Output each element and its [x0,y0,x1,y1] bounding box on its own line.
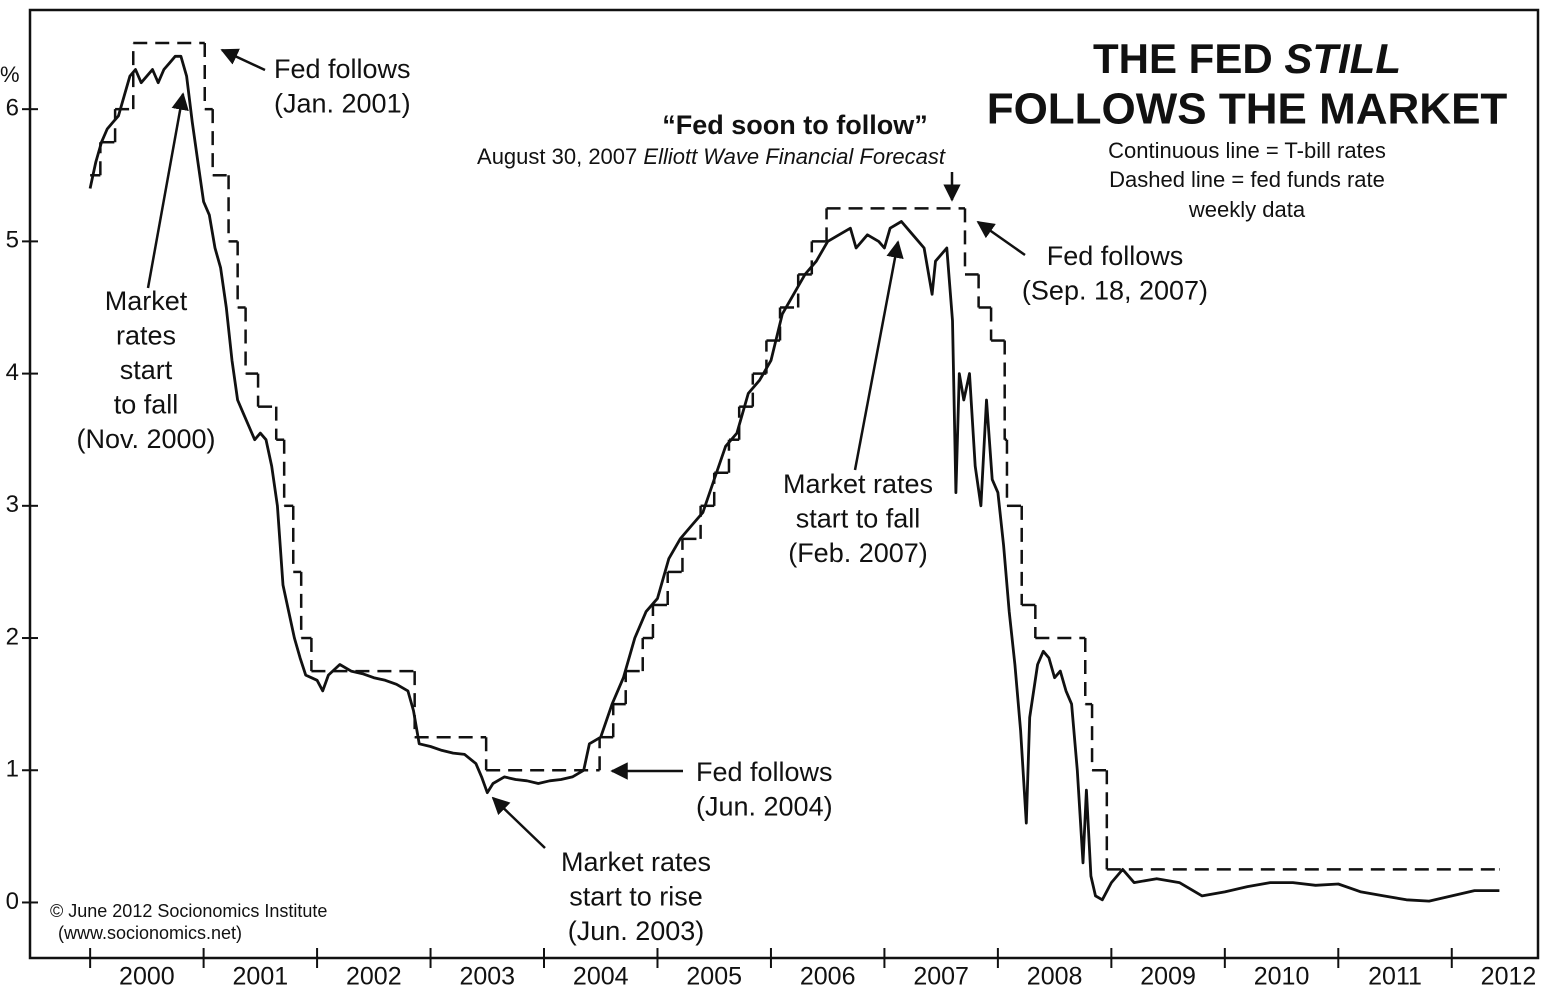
legend-note: weekly data [1188,197,1306,222]
chart-title: THE FED STILL [1093,35,1401,82]
y-tick-label: 0 [6,888,19,915]
x-tick-label: 2007 [913,963,969,990]
annotation: (Jun. 2003) [568,916,705,946]
x-tick-label: 2003 [459,963,515,990]
quote-date: August 30, 2007 [477,144,637,169]
annotation: (Nov. 2000) [76,424,215,454]
y-axis-label: % [0,62,20,87]
x-tick-label: 2012 [1481,963,1537,990]
annotation: Market [105,286,188,316]
annotation: Market rates [561,847,711,877]
annotation: Fed follows [1047,241,1184,271]
quote-headline: “Fed soon to follow” [662,110,927,140]
annotation: Market rates [783,469,933,499]
credit: (www.socionomics.net) [58,923,242,943]
title-part: THE FED [1093,35,1273,82]
quote-source: August 30, 2007 Elliott Wave Financial F… [477,144,946,169]
y-tick-label: 2 [6,623,19,650]
annotation: (Feb. 2007) [788,538,928,568]
annotation: to fall [114,390,179,420]
annotation: start [120,355,173,385]
annotation: rates [116,321,176,351]
x-tick-label: 2010 [1254,963,1310,990]
arrow [853,240,904,471]
plot-frame [28,8,1540,960]
x-tick-label: 2005 [686,963,742,990]
x-tick-label: 2009 [1140,963,1196,990]
annotation: (Jun. 2004) [696,792,833,822]
x-tick-label: 2011 [1368,963,1422,990]
annotation: start to fall [796,504,921,534]
x-tick-label: 2004 [573,963,629,990]
y-tick-label: 3 [6,491,19,518]
x-tick-label: 2002 [346,963,402,990]
line-series [88,54,1500,903]
y-tick-label: 1 [6,756,19,783]
annotation: Fed follows [696,757,833,787]
quote-publication: Elliott Wave Financial Forecast [643,144,945,169]
y-tick-label: 6 [6,95,19,122]
x-tick-label: 2008 [1027,963,1083,990]
annotation: Fed follows [274,54,411,84]
chart-title: FOLLOWS THE MARKET [987,85,1508,134]
arrow [146,92,189,289]
annotation: (Sep. 18, 2007) [1022,276,1208,306]
x-tick-label: 2000 [119,963,175,990]
arrow [220,48,266,72]
x-tick-label: 2006 [800,963,856,990]
arrow [491,796,546,849]
x-tick-label: 2001 [233,963,289,990]
y-tick-label: 4 [6,359,19,386]
annotation: (Jan. 2001) [274,89,411,119]
legend-note: Continuous line = T-bill rates [1108,138,1386,163]
annotation: start to rise [569,882,703,912]
arrow [976,220,1026,257]
legend-note: Dashed line = fed funds rate [1109,167,1385,192]
credit: © June 2012 Socionomics Institute [50,901,327,921]
y-tick-label: 5 [6,227,19,254]
title-part: STILL [1284,35,1401,82]
